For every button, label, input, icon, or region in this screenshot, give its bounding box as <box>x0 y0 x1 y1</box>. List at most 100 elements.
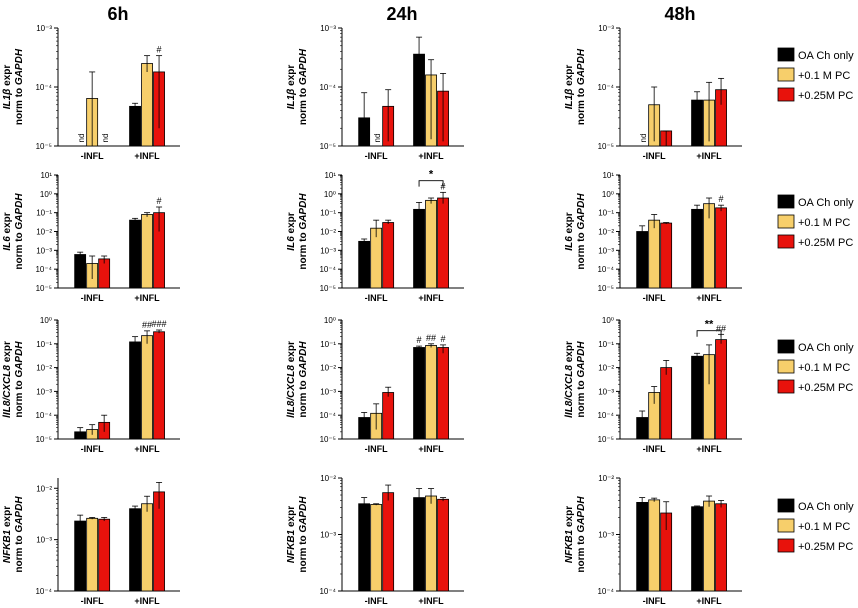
category-label: -INFL <box>81 151 104 161</box>
bar <box>382 222 395 289</box>
category-label: +INFL <box>696 596 722 606</box>
bar <box>715 503 727 592</box>
nd-label: nd <box>639 134 648 143</box>
bracket-label: * <box>429 169 434 181</box>
tick-label: 10⁻⁴ <box>319 411 336 420</box>
title-24h: 24h <box>386 4 417 24</box>
significance-bracket <box>696 330 722 337</box>
tick-label: 10⁻¹ <box>36 209 52 218</box>
legend-label: +0.1 M PC <box>798 217 850 229</box>
bar <box>425 199 437 289</box>
category-label: -INFL <box>81 293 104 303</box>
label-text: expr <box>2 506 13 527</box>
row-label-line1: IL6 expr <box>286 212 297 250</box>
row-label-line2: norm to GAPDH <box>576 341 587 418</box>
bar <box>413 347 425 440</box>
tick-label: 10⁻³ <box>598 531 614 540</box>
reference-gene: GAPDH <box>298 193 309 230</box>
reference-gene: GAPDH <box>14 193 25 230</box>
tick-label: 10⁻³ <box>320 531 336 540</box>
category-label: -INFL <box>643 293 666 303</box>
label-text: expr <box>2 212 13 233</box>
tick-label: 10⁻¹ <box>36 340 52 349</box>
panel-r3-c2: 10⁻⁴ 10⁻³ 10⁻² -INFL +INFL <box>597 474 742 606</box>
bar <box>153 331 165 440</box>
tick-label: 10⁻⁴ <box>597 83 614 92</box>
row-label-line1: lIL8/CXCL8 expr <box>564 341 575 418</box>
tick-label: 10⁻¹ <box>598 209 614 218</box>
legend: OA Ch only +0.1 M PC +0.25M PC <box>777 47 854 102</box>
legend-label: +0.1 M PC <box>798 362 850 374</box>
legend-label: +0.25M PC <box>798 541 853 553</box>
tick-label: 10⁻² <box>320 474 336 483</box>
tick-label: 10⁻⁵ <box>36 142 52 151</box>
tick-label: 10⁻¹ <box>598 340 614 349</box>
gene-name: NFKB1 <box>2 529 13 563</box>
tick-label: 10¹ <box>324 171 336 180</box>
tick-label: 10⁻⁴ <box>35 83 52 92</box>
tick-label: 10⁻³ <box>36 536 52 545</box>
row-label-line2: norm to GAPDH <box>298 193 309 270</box>
gene-name: NFKB1 <box>564 529 575 563</box>
reference-gene: GAPDH <box>14 341 25 378</box>
legend: OA Ch only +0.1 M PC +0.25M PC <box>777 194 854 249</box>
category-label: +INFL <box>418 293 444 303</box>
bar <box>425 345 437 440</box>
tick-label: 10⁻² <box>320 364 336 373</box>
bar <box>358 240 371 289</box>
legend-swatch <box>777 214 795 229</box>
tick-label: 10⁻⁴ <box>35 265 52 274</box>
label-text: norm to <box>298 378 309 418</box>
significance-mark: # <box>157 196 162 206</box>
gene-name: IL1β <box>564 89 575 110</box>
tick-label: 10⁻² <box>320 228 336 237</box>
row-label-line2: norm to GAPDH <box>14 341 25 418</box>
tick-label: 10⁻⁵ <box>598 435 614 444</box>
label-text: expr <box>2 341 13 362</box>
tick-label: 10⁻⁴ <box>597 587 614 596</box>
label-text: norm to <box>298 533 309 573</box>
label-text: expr <box>286 341 297 362</box>
gene-name: lIL8/CXCL8 <box>286 365 297 418</box>
tick-label: 10⁰ <box>602 316 614 325</box>
category-label: +INFL <box>134 293 160 303</box>
tick-label: 10⁻¹ <box>320 340 336 349</box>
row-label-line2: norm to GAPDH <box>298 496 309 573</box>
gene-name: IL6 <box>564 236 575 251</box>
gene-name: NFKB1 <box>286 529 297 563</box>
gene-name: IL6 <box>2 236 13 251</box>
tick-label: 10⁰ <box>602 190 614 199</box>
bar <box>691 355 703 440</box>
significance-mark: ## <box>142 320 152 330</box>
category-label: -INFL <box>365 151 388 161</box>
category-label: -INFL <box>81 444 104 454</box>
gene-name: lIL8/CXCL8 <box>2 365 13 418</box>
reference-gene: GAPDH <box>298 496 309 533</box>
tick-label: 10⁰ <box>40 316 52 325</box>
category-label: -INFL <box>81 596 104 606</box>
bar <box>382 392 395 440</box>
significance-mark: ### <box>152 319 167 329</box>
bar <box>141 503 153 592</box>
bar <box>660 222 673 289</box>
gene-name: IL1β <box>286 89 297 110</box>
tick-label: 10⁻³ <box>320 387 336 396</box>
label-text: expr <box>564 65 575 86</box>
legend-swatch <box>777 359 795 374</box>
legend-label: OA Ch only <box>798 342 854 354</box>
row-label-line2: norm to GAPDH <box>14 48 25 125</box>
legend-swatch <box>777 538 795 553</box>
tick-label: 10⁻⁴ <box>597 411 614 420</box>
legend-swatch <box>777 339 795 354</box>
category-label: -INFL <box>365 444 388 454</box>
category-label: +INFL <box>418 444 444 454</box>
label-text: norm to <box>576 533 587 573</box>
significance-mark: # <box>157 45 162 55</box>
panel-r2-c2: 10⁻⁵ 10⁻⁴ 10⁻³ 10⁻² 10⁻¹ 10⁰ -INFL +INFL ##** <box>597 316 742 454</box>
category-label: +INFL <box>134 596 160 606</box>
panel-r2-c0: 10⁻⁵ 10⁻⁴ 10⁻³ 10⁻² 10⁻¹ 10⁰ -INFL +INFL ## ### <box>35 316 180 454</box>
tick-label: 10⁻⁴ <box>319 83 336 92</box>
bar <box>74 254 87 289</box>
tick-label: 10⁻⁵ <box>598 284 614 293</box>
